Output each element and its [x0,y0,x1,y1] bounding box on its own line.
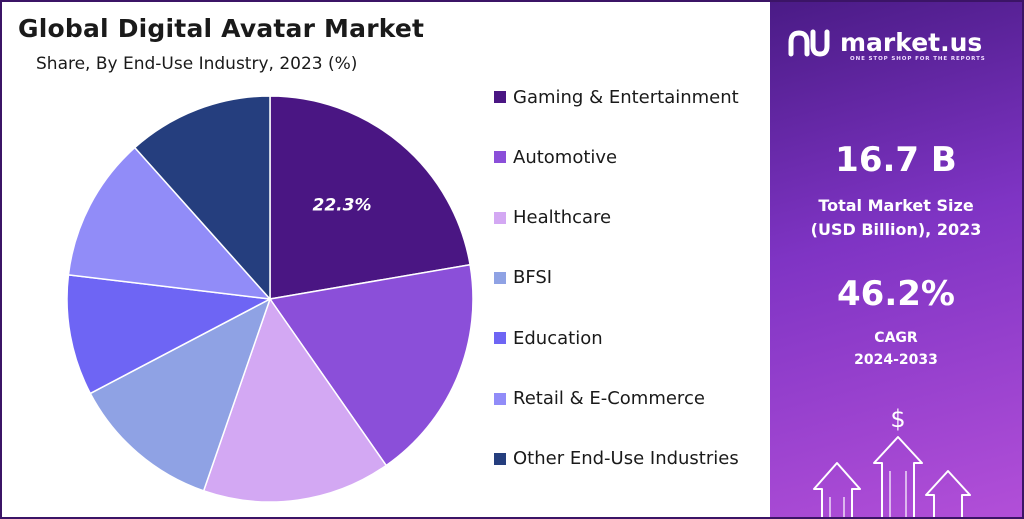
legend-swatch [494,211,506,224]
pie-slice-bfsi [89,297,272,492]
growth-arrows-illustration: $ [813,405,971,517]
brand-name: market.us [840,28,983,57]
legend-swatch [494,91,506,103]
pie-slice-healthcare [202,297,388,503]
legend-swatch [494,151,506,164]
legend-item-gaming-and-entertainment: Gaming & Entertainment [494,83,739,111]
pie-slice-other-end-use-industries [133,95,271,301]
legend-swatch [494,271,506,284]
up-arrow-left-icon [813,462,861,517]
chart-subtitle: Share, By End-Use Industry, 2023 (%) [36,54,358,74]
legend-swatch [494,332,506,345]
legend-swatch [494,392,506,405]
pie-slice-automotive [268,263,474,467]
legend-label: Gaming & Entertainment [513,86,739,108]
pie-slice-education [66,273,273,395]
legend-item-retail-and-e-commerce: Retail & E-Commerce [494,385,705,413]
up-arrow-center-icon [873,436,923,517]
stats-panel: market.us ONE STOP SHOP FOR THE REPORTS … [770,2,1022,517]
legend-label: Other End-Use Industries [513,448,739,470]
cagr-period: 2024-2033 [854,352,938,368]
legend-item-other-end-use-industries: Other End-Use Industries [494,445,739,473]
legend-label: Retail & E-Commerce [513,388,705,409]
pie-slice-gaming-and-entertainment [269,95,471,300]
data-label-gaming-and-entertainment: 22.3% [313,196,372,216]
legend-label: BFSI [513,267,553,289]
chart-title: Global Digital Avatar Market [18,14,425,43]
legend-item-healthcare: Healthcare [494,204,611,232]
pie-chart: 22.3% [66,95,474,503]
pie-slice-retail-and-e-commerce [67,146,272,300]
market-size-value: 16.7 B [835,140,957,180]
brand-tagline: ONE STOP SHOP FOR THE REPORTS [850,56,986,62]
cagr-value: 46.2% [837,274,955,314]
dollar-icon: $ [890,405,905,433]
legend-label: Automotive [513,146,618,168]
legend-item-automotive: Automotive [494,143,617,171]
legend-label: Education [513,327,603,349]
legend-item-bfsi: BFSI [494,264,552,292]
legend-label: Healthcare [513,207,612,229]
up-arrow-right-icon [925,470,971,517]
market-size-label-line1: Total Market Size [818,196,974,215]
cagr-label: CAGR [874,330,918,346]
market-size-label-line2: (USD Billion), 2023 [810,220,982,239]
legend-item-education: Education [494,324,603,352]
market-us-logo-icon [788,29,830,57]
legend-swatch [494,452,506,465]
brand-header: market.us [788,28,982,58]
